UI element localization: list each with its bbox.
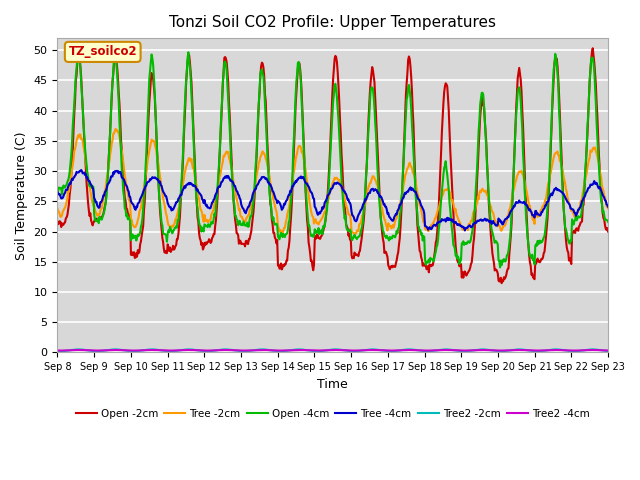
Tree -4cm	[206, 205, 214, 211]
Open -2cm	[416, 248, 424, 254]
Tree -2cm	[112, 126, 120, 132]
Tree -2cm	[604, 205, 612, 211]
Open -4cm	[604, 219, 612, 225]
Text: TZ_soilco2: TZ_soilco2	[68, 46, 137, 59]
Open -4cm	[63, 179, 71, 185]
Tree2 -4cm	[515, 347, 523, 353]
Tree -4cm	[604, 204, 612, 210]
Tree2 -2cm	[400, 347, 408, 353]
Tree2 -2cm	[515, 347, 523, 352]
Tree -4cm	[54, 189, 61, 195]
Tree -2cm	[177, 195, 184, 201]
Tree -4cm	[77, 167, 85, 173]
Tree -2cm	[401, 172, 409, 178]
Tree2 -2cm	[416, 348, 424, 353]
Open -2cm	[589, 46, 596, 51]
Open -2cm	[205, 236, 213, 242]
Line: Tree -2cm: Tree -2cm	[58, 129, 608, 234]
Tree -4cm	[417, 200, 424, 206]
Tree2 -4cm	[604, 348, 612, 353]
Tree2 -2cm	[120, 348, 128, 353]
Y-axis label: Soil Temperature (C): Soil Temperature (C)	[15, 131, 28, 260]
Open -2cm	[176, 214, 184, 219]
Title: Tonzi Soil CO2 Profile: Upper Temperatures: Tonzi Soil CO2 Profile: Upper Temperatur…	[169, 15, 496, 30]
Open -2cm	[54, 218, 61, 224]
Tree2 -4cm	[416, 348, 424, 353]
Line: Open -2cm: Open -2cm	[58, 48, 608, 283]
Open -4cm	[496, 264, 504, 270]
Tree -4cm	[461, 228, 468, 233]
Tree -4cm	[177, 192, 184, 198]
Tree -2cm	[63, 196, 71, 202]
Tree -4cm	[401, 192, 408, 197]
Tree2 -2cm	[604, 348, 612, 354]
Tree -2cm	[351, 231, 359, 237]
Tree -4cm	[121, 180, 129, 185]
Line: Tree2 -2cm: Tree2 -2cm	[58, 349, 608, 351]
Open -4cm	[417, 228, 424, 233]
Open -2cm	[120, 185, 128, 191]
Open -2cm	[400, 156, 408, 161]
Open -4cm	[184, 49, 192, 55]
Tree2 -2cm	[205, 348, 213, 354]
Tree2 -2cm	[534, 348, 541, 354]
Tree -2cm	[121, 173, 129, 179]
Line: Open -4cm: Open -4cm	[58, 52, 608, 267]
Tree2 -4cm	[400, 347, 408, 353]
Tree2 -4cm	[205, 348, 213, 353]
Tree2 -2cm	[54, 348, 61, 354]
Open -2cm	[498, 280, 506, 286]
Tree -2cm	[54, 205, 61, 211]
Tree2 -2cm	[63, 348, 71, 354]
Open -4cm	[176, 201, 184, 206]
Open -2cm	[604, 228, 612, 234]
Tree2 -4cm	[534, 348, 541, 353]
Tree2 -4cm	[54, 348, 61, 353]
Open -2cm	[63, 212, 71, 218]
Open -4cm	[120, 194, 128, 200]
Tree2 -2cm	[176, 348, 184, 353]
Tree -4cm	[63, 187, 71, 192]
Open -4cm	[206, 224, 214, 230]
Tree -2cm	[206, 217, 214, 223]
Legend: Open -2cm, Tree -2cm, Open -4cm, Tree -4cm, Tree2 -2cm, Tree2 -4cm: Open -2cm, Tree -2cm, Open -4cm, Tree -4…	[72, 405, 594, 423]
X-axis label: Time: Time	[317, 378, 348, 391]
Tree2 -4cm	[63, 348, 71, 353]
Line: Tree -4cm: Tree -4cm	[58, 170, 608, 230]
Tree2 -4cm	[176, 348, 184, 353]
Open -4cm	[401, 142, 408, 147]
Open -4cm	[54, 186, 61, 192]
Tree -2cm	[417, 207, 425, 213]
Tree2 -4cm	[120, 348, 128, 353]
